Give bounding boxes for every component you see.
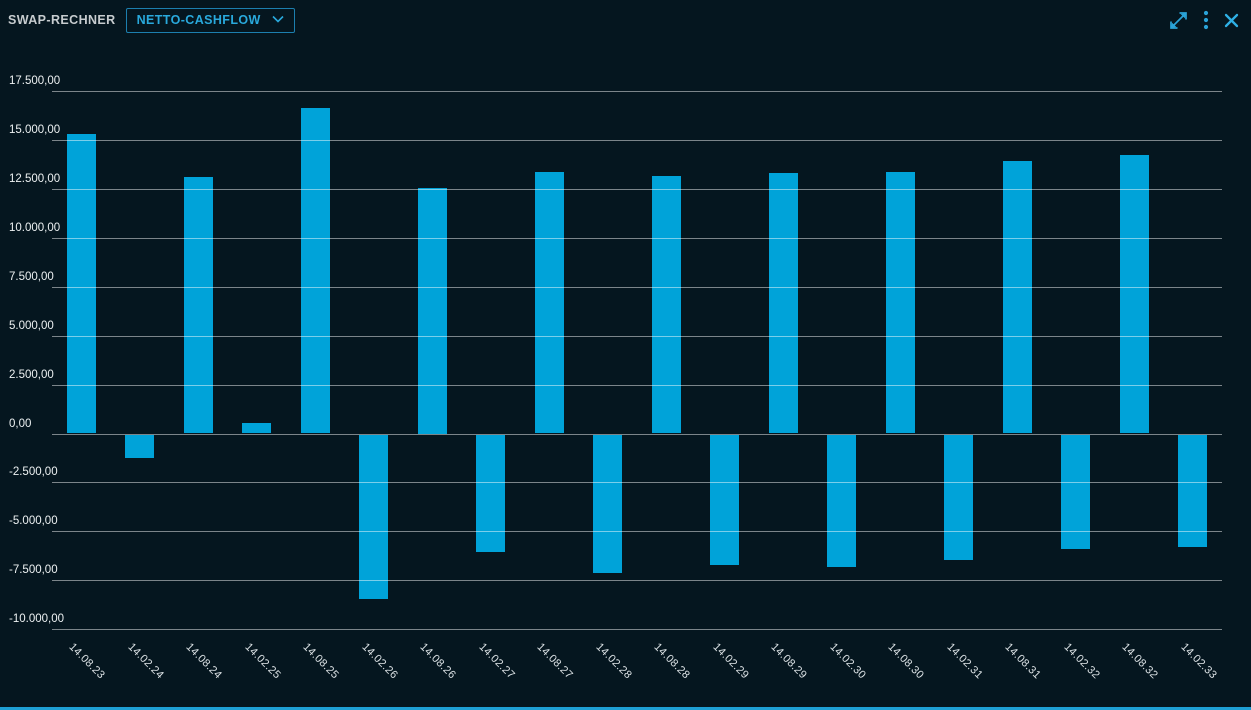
x-axis-tick-label: 14.02.25: [242, 641, 283, 682]
bar-14.02.28[interactable]: [593, 434, 623, 574]
bar-14.08.24[interactable]: [183, 177, 213, 434]
x-axis-tick-label: 14.08.29: [768, 641, 810, 682]
y-axis-tick-label: 5.000,00: [9, 319, 54, 332]
y-axis-tick-label: 15.000,00: [9, 124, 61, 137]
x-axis-tick-label: 14.02.24: [125, 641, 166, 682]
y-axis-tick-label: -10.000,00: [9, 613, 64, 626]
y-axis-tick-label: 10.000,00: [9, 221, 61, 234]
bar-14.02.25[interactable]: [242, 422, 272, 434]
gridline: [52, 580, 1222, 582]
x-axis-tick-label: 14.08.23: [66, 641, 108, 682]
x-axis-tick-label: 14.02.32: [1061, 641, 1102, 682]
bar-14.08.29[interactable]: [768, 173, 798, 434]
x-axis-tick-label: 14.02.27: [476, 641, 517, 682]
dropdown-selected-label: NETTO-CASHFLOW: [136, 12, 261, 27]
cashflow-view-dropdown[interactable]: NETTO-CASHFLOW: [125, 7, 295, 33]
close-button[interactable]: [1223, 12, 1240, 29]
bar-14.02.31[interactable]: [944, 434, 974, 560]
y-axis-tick-label: 2.500,00: [9, 368, 54, 381]
bar-14.02.27[interactable]: [476, 434, 506, 552]
panel-toolbar: [1168, 10, 1240, 31]
y-axis-tick-label: 17.500,00: [9, 75, 61, 88]
expand-icon: [1168, 10, 1189, 31]
bar-14.08.25[interactable]: [300, 107, 330, 434]
gridline: [52, 335, 1222, 337]
gridline: [52, 91, 1222, 93]
kebab-menu-icon: [1203, 10, 1209, 30]
gridline: [52, 629, 1222, 631]
x-axis-tick-label: 14.08.25: [300, 641, 342, 682]
gridline: [52, 482, 1222, 484]
y-axis-tick-label: -5.000,00: [9, 515, 58, 528]
bar-14.08.30[interactable]: [885, 172, 915, 434]
close-icon: [1223, 12, 1240, 29]
bar-14.02.32[interactable]: [1061, 434, 1091, 549]
bar-14.08.28[interactable]: [651, 176, 681, 434]
gridline: [52, 140, 1222, 142]
bar-14.02.26[interactable]: [359, 434, 389, 599]
x-axis-tick-label: 14.02.33: [1178, 641, 1219, 682]
bar-14.08.27[interactable]: [534, 172, 564, 434]
expand-button[interactable]: [1168, 10, 1189, 31]
x-axis-tick-label: 14.08.30: [885, 641, 927, 682]
bottom-border-line: [0, 707, 1251, 710]
gridline: [52, 237, 1222, 239]
bar-14.02.30[interactable]: [827, 434, 857, 567]
chevron-down-icon: [271, 13, 285, 27]
bar-14.08.23[interactable]: [66, 134, 96, 434]
gridline: [52, 531, 1222, 533]
bar-14.08.26[interactable]: [417, 188, 447, 434]
bar-14.08.32[interactable]: [1119, 154, 1149, 434]
x-axis-tick-label: 14.08.32: [1119, 641, 1161, 682]
bar-14.02.24[interactable]: [125, 434, 155, 458]
page-title: SWAP-RECHNER: [8, 13, 116, 27]
x-axis-tick-label: 14.02.31: [944, 641, 985, 682]
x-axis-tick-label: 14.02.26: [359, 641, 400, 682]
x-axis-tick-label: 14.08.26: [417, 641, 459, 682]
x-axis-tick-label: 14.02.28: [593, 641, 634, 682]
bar-14.08.31[interactable]: [1002, 160, 1032, 434]
y-axis-tick-label: -2.500,00: [9, 466, 58, 479]
x-axis-tick-label: 14.02.29: [710, 641, 751, 682]
x-axis-tick-label: 14.08.31: [1002, 641, 1044, 682]
gridline: [52, 433, 1222, 435]
y-axis-tick-label: 12.500,00: [9, 173, 61, 185]
more-options-button[interactable]: [1203, 10, 1209, 30]
gridline: [52, 286, 1222, 288]
y-axis-tick-label: 7.500,00: [9, 270, 54, 283]
panel-header: SWAP-RECHNER NETTO-CASHFLOW: [0, 0, 1251, 40]
x-axis-tick-label: 14.08.27: [534, 641, 576, 682]
y-axis-tick-label: -7.500,00: [9, 564, 58, 577]
gridline: [52, 189, 1222, 190]
x-axis-tick-label: 14.08.28: [651, 641, 693, 682]
bar-14.02.29[interactable]: [710, 434, 740, 565]
y-axis-tick-label: 0,00: [9, 417, 32, 430]
x-axis-tick-label: 14.02.30: [827, 641, 868, 682]
x-axis-tick-label: 14.08.24: [183, 641, 225, 682]
bar-14.02.33[interactable]: [1178, 434, 1208, 547]
gridline: [52, 384, 1222, 386]
